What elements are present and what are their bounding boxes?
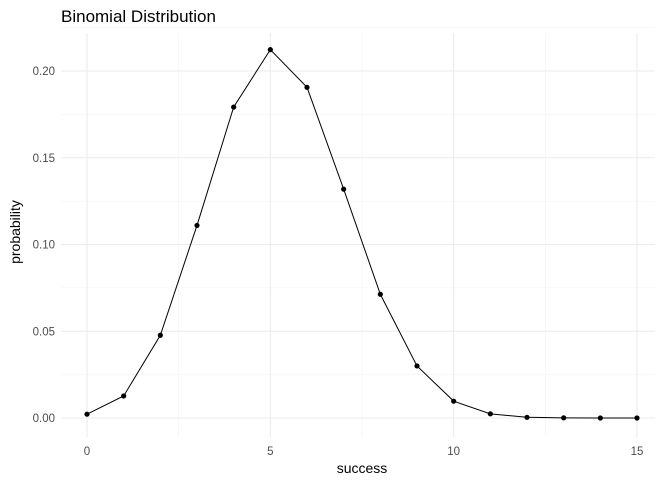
x-axis-ticks: 0 5 10 15 bbox=[84, 446, 644, 458]
y-axis-ticks: 0.00 0.05 0.10 0.15 0.20 bbox=[33, 66, 55, 425]
data-point bbox=[121, 393, 127, 399]
data-point bbox=[634, 415, 640, 421]
y-tick-label: 0.15 bbox=[33, 153, 55, 165]
y-tick-label: 0.05 bbox=[33, 326, 55, 338]
data-point bbox=[524, 414, 530, 420]
data-point bbox=[341, 186, 347, 192]
y-tick-label: 0.20 bbox=[33, 66, 55, 78]
x-tick-label: 0 bbox=[84, 446, 90, 458]
data-point bbox=[561, 415, 567, 421]
data-point bbox=[597, 415, 603, 421]
data-point bbox=[487, 411, 493, 417]
y-tick-label: 0.00 bbox=[33, 413, 55, 425]
y-axis-title: probability bbox=[7, 200, 23, 264]
data-point bbox=[194, 222, 200, 229]
x-axis-title: success bbox=[337, 460, 388, 476]
x-tick-label: 5 bbox=[267, 446, 273, 458]
data-point bbox=[451, 398, 457, 404]
series-group bbox=[84, 47, 640, 421]
data-point bbox=[157, 332, 163, 338]
data-point bbox=[304, 84, 310, 90]
x-tick-label: 15 bbox=[631, 446, 644, 458]
series-line bbox=[86, 48, 637, 419]
data-point bbox=[84, 411, 90, 417]
data-point bbox=[414, 363, 420, 369]
data-point bbox=[377, 291, 383, 297]
chart-title: Binomial Distribution bbox=[61, 7, 216, 26]
data-point bbox=[267, 47, 273, 53]
x-tick-label: 10 bbox=[447, 446, 460, 458]
data-point bbox=[231, 104, 237, 110]
grid bbox=[61, 27, 655, 437]
y-tick-label: 0.10 bbox=[33, 240, 55, 252]
